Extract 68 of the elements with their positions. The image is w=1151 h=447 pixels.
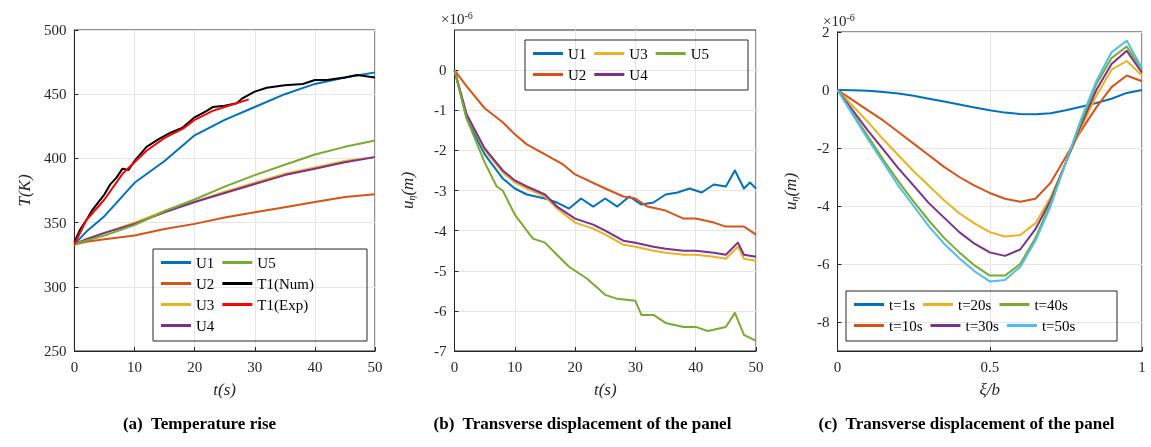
x-tick-label: 50 bbox=[748, 358, 764, 375]
y-tick-label: 300 bbox=[43, 278, 67, 295]
legend-label: U2 bbox=[196, 275, 215, 292]
y-axis-title: uη(m) bbox=[398, 171, 417, 210]
x-tick-label: 40 bbox=[688, 358, 704, 375]
text: (c) Transverse displacement of the panel bbox=[818, 414, 1115, 433]
x-axis-title: t(s) bbox=[593, 380, 617, 399]
line-series bbox=[836, 89, 1143, 116]
x-tick-label: 10 bbox=[507, 358, 523, 375]
x-axis-title: t(s) bbox=[213, 380, 237, 399]
x-tick-label: 30 bbox=[247, 358, 263, 375]
x-tick-label: 0 bbox=[833, 358, 842, 375]
x-tick-label: 30 bbox=[627, 358, 643, 375]
y-tick-label: -3 bbox=[434, 182, 447, 199]
legend-label: t=20s bbox=[957, 296, 992, 313]
y-tick-label: 0 bbox=[439, 62, 447, 79]
legend-label: t=50s bbox=[1041, 317, 1076, 334]
y-tick-label: -4 bbox=[434, 222, 447, 239]
line-series bbox=[453, 69, 757, 342]
text: (a) Temperature rise bbox=[122, 414, 277, 433]
x-tick-label: 50 bbox=[367, 358, 383, 375]
line-series bbox=[73, 139, 376, 246]
legend-label: U3 bbox=[196, 296, 215, 313]
legend-label: T1(Exp) bbox=[257, 296, 309, 314]
legend-label: T1(Num) bbox=[257, 275, 314, 293]
x-tick-label: 0 bbox=[450, 358, 459, 375]
y-tick-label: 250 bbox=[43, 343, 67, 359]
legend-label: U4 bbox=[629, 66, 649, 83]
y-axis-title: T(K) bbox=[15, 174, 34, 207]
legend-label: t=1s bbox=[889, 296, 916, 313]
y-tick-label: 400 bbox=[43, 150, 67, 167]
legend-label: U3 bbox=[629, 45, 648, 62]
x-tick-label: 0.5 bbox=[980, 358, 1000, 375]
legend-label: t=30s bbox=[965, 317, 1000, 334]
x-tick-label: 10 bbox=[127, 358, 143, 375]
x-tick-label: 1 bbox=[1138, 358, 1146, 375]
x-tick-label: 40 bbox=[307, 358, 323, 375]
legend-label: U5 bbox=[690, 45, 710, 62]
y-tick-label: -1 bbox=[434, 102, 447, 119]
y-tick-label: -4 bbox=[817, 198, 830, 214]
y-tick-label: 500 bbox=[43, 22, 67, 38]
legend-label: t=40s bbox=[1034, 296, 1069, 313]
y-tick-label: -2 bbox=[434, 142, 447, 159]
legend-label: U5 bbox=[257, 254, 276, 271]
y-tick-label: -7 bbox=[434, 343, 447, 359]
y-tick-label: -6 bbox=[817, 256, 830, 272]
text: (b) Transverse displacement of the panel bbox=[433, 414, 732, 433]
y-tick-label: 450 bbox=[43, 86, 67, 103]
legend-label: U1 bbox=[196, 254, 215, 271]
x-tick-label: 20 bbox=[187, 358, 203, 375]
y-tick-label: -6 bbox=[434, 302, 447, 319]
y-axis-title: uη(m) bbox=[781, 172, 800, 211]
legend-label: U2 bbox=[568, 66, 587, 83]
line-series bbox=[73, 98, 250, 246]
legend-label: U4 bbox=[196, 317, 215, 334]
y-tick-label: 0 bbox=[822, 82, 830, 98]
x-axis-title: ξ/b bbox=[979, 380, 1001, 399]
x-tick-label: 20 bbox=[567, 358, 583, 375]
y-tick-label: -5 bbox=[434, 262, 447, 279]
y-tick-label: 350 bbox=[43, 214, 67, 231]
y-tick-label: 2 bbox=[822, 24, 830, 40]
line-series bbox=[73, 156, 376, 246]
x-tick-label: 0 bbox=[70, 358, 79, 375]
y-tick-label: -2 bbox=[817, 140, 830, 156]
line-series bbox=[836, 74, 1143, 203]
legend-label: U1 bbox=[568, 45, 587, 62]
legend-label: t=10s bbox=[889, 317, 923, 334]
y-tick-label: -8 bbox=[817, 314, 830, 330]
